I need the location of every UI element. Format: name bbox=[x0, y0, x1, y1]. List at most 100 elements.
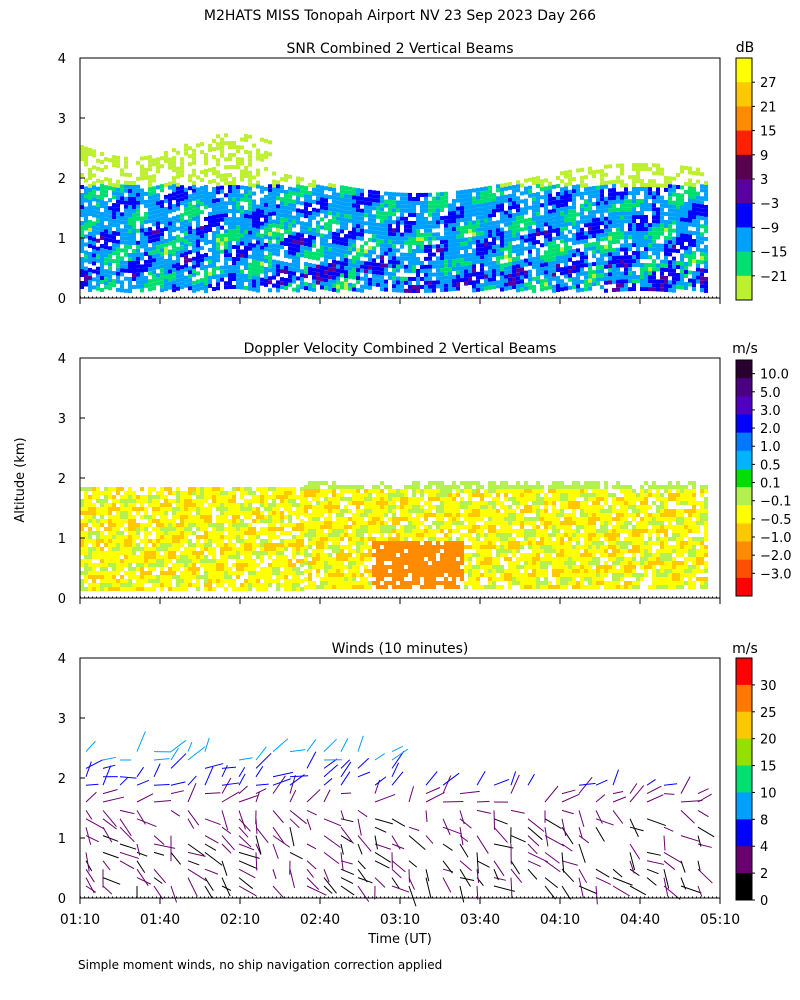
heatmap-cell bbox=[192, 260, 196, 265]
heatmap-cell bbox=[300, 237, 304, 242]
heatmap-cell bbox=[284, 507, 288, 511]
heatmap-cell bbox=[592, 202, 596, 207]
heatmap-cell bbox=[460, 278, 464, 283]
heatmap-cell bbox=[388, 243, 392, 248]
heatmap-cell bbox=[160, 268, 164, 273]
heatmap-cell bbox=[288, 226, 292, 231]
heatmap-cell bbox=[232, 165, 236, 170]
heatmap-cell bbox=[588, 242, 592, 247]
heatmap-cell bbox=[520, 259, 524, 264]
heatmap-cell bbox=[480, 271, 484, 276]
heatmap-cell bbox=[360, 288, 364, 293]
heatmap-cell bbox=[496, 280, 500, 285]
heatmap-cell bbox=[236, 193, 240, 198]
heatmap-cell bbox=[132, 224, 136, 229]
heatmap-cell bbox=[528, 281, 532, 286]
heatmap-cell bbox=[644, 199, 648, 204]
heatmap-cell bbox=[700, 256, 704, 261]
heatmap-cell bbox=[684, 181, 688, 186]
heatmap-cell bbox=[336, 280, 340, 285]
heatmap-cell bbox=[328, 255, 332, 260]
heatmap-cell bbox=[540, 283, 544, 288]
heatmap-cell bbox=[208, 219, 212, 224]
heatmap-cell bbox=[364, 265, 368, 270]
heatmap-cell bbox=[640, 179, 644, 184]
heatmap-cell bbox=[600, 257, 604, 262]
heatmap-cell bbox=[192, 491, 196, 495]
heatmap-cell bbox=[200, 194, 204, 199]
heatmap-cell bbox=[548, 245, 552, 250]
heatmap-cell bbox=[308, 210, 312, 215]
heatmap-cell bbox=[176, 186, 180, 191]
heatmap-cell bbox=[564, 186, 568, 191]
heatmap-cell bbox=[164, 258, 168, 263]
heatmap-cell bbox=[172, 547, 176, 551]
heatmap-cell bbox=[656, 167, 660, 172]
heatmap-cell bbox=[152, 567, 156, 571]
heatmap-cell bbox=[560, 235, 564, 240]
heatmap-cell bbox=[296, 188, 300, 193]
heatmap-cell bbox=[344, 190, 348, 195]
heatmap-cell bbox=[472, 188, 476, 193]
heatmap-cell bbox=[288, 234, 292, 239]
heatmap-cell bbox=[504, 198, 508, 203]
heatmap-cell bbox=[92, 579, 96, 583]
heatmap-cell bbox=[492, 205, 496, 210]
heatmap-cell bbox=[228, 201, 232, 206]
heatmap-cell bbox=[416, 212, 420, 217]
heatmap-cell bbox=[220, 249, 224, 254]
heatmap-cell bbox=[100, 200, 104, 205]
heatmap-cell bbox=[116, 191, 120, 196]
heatmap-cell bbox=[516, 228, 520, 233]
heatmap-cell bbox=[196, 219, 200, 224]
heatmap-cell bbox=[680, 197, 684, 202]
heatmap-cell bbox=[268, 543, 272, 547]
heatmap-cell bbox=[108, 575, 112, 579]
heatmap-cell bbox=[608, 260, 612, 265]
heatmap-cell bbox=[596, 221, 600, 226]
heatmap-cell bbox=[696, 227, 700, 232]
heatmap-cell bbox=[444, 195, 448, 200]
heatmap-cell bbox=[484, 202, 488, 207]
heatmap-cell bbox=[228, 495, 232, 499]
heatmap-cell bbox=[428, 212, 432, 217]
heatmap-cell bbox=[420, 260, 424, 265]
heatmap-cell bbox=[516, 236, 520, 241]
heatmap-cell bbox=[312, 187, 316, 192]
heatmap-cell bbox=[256, 208, 260, 213]
heatmap-cell bbox=[348, 210, 352, 215]
heatmap-cell bbox=[340, 229, 344, 234]
heatmap-cell bbox=[468, 261, 472, 266]
heatmap-cell bbox=[172, 284, 176, 289]
heatmap-cell bbox=[232, 499, 236, 503]
heatmap-cell bbox=[172, 268, 176, 273]
heatmap-cell bbox=[276, 519, 280, 523]
heatmap-cell bbox=[360, 284, 364, 289]
heatmap-cell bbox=[140, 156, 144, 161]
heatmap-cell bbox=[132, 555, 136, 559]
heatmap-cell bbox=[304, 242, 308, 247]
heatmap-cell bbox=[192, 192, 196, 197]
heatmap-cell bbox=[92, 149, 96, 154]
heatmap-cell bbox=[356, 196, 360, 201]
heatmap-cell bbox=[520, 247, 524, 252]
heatmap-cell bbox=[252, 255, 256, 260]
heatmap-cell bbox=[532, 244, 536, 249]
heatmap-cell bbox=[272, 223, 276, 228]
heatmap-cell bbox=[540, 183, 544, 188]
heatmap-cell bbox=[456, 258, 460, 263]
heatmap-cell bbox=[536, 264, 540, 269]
heatmap-cell bbox=[428, 268, 432, 273]
heatmap-cell bbox=[620, 263, 624, 268]
heatmap-cell bbox=[204, 172, 208, 177]
heatmap-cell bbox=[548, 197, 552, 202]
heatmap-cell bbox=[284, 563, 288, 567]
heatmap-cell bbox=[600, 269, 604, 274]
heatmap-cell bbox=[276, 272, 280, 277]
heatmap-cell bbox=[232, 209, 236, 214]
heatmap-cell bbox=[408, 264, 412, 269]
heatmap-cell bbox=[136, 579, 140, 583]
heatmap-cell bbox=[108, 222, 112, 227]
heatmap-cell bbox=[480, 195, 484, 200]
heatmap-cell bbox=[232, 571, 236, 575]
